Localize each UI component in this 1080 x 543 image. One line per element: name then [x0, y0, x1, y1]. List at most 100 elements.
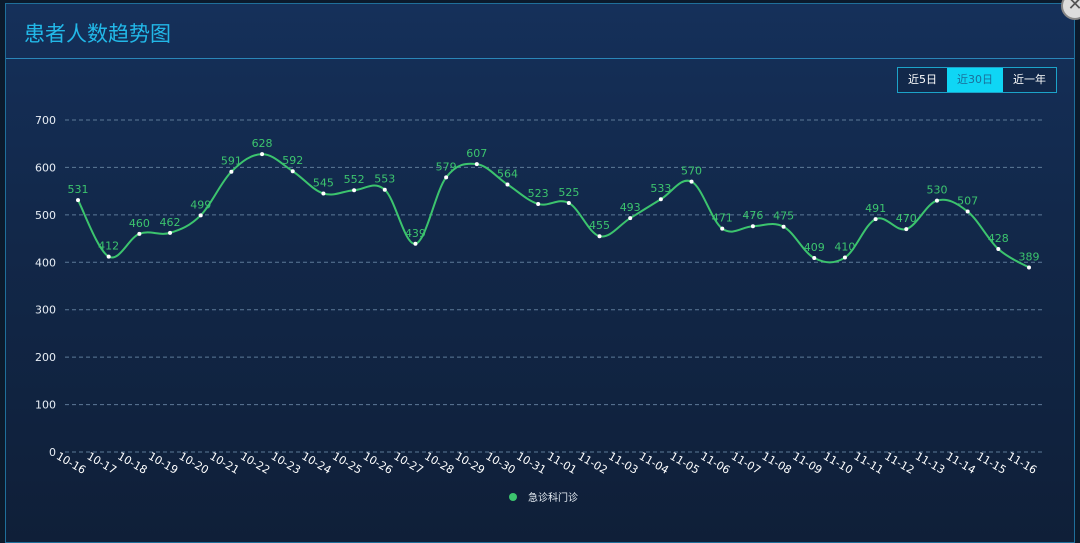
x-tick-label: 10-29: [453, 450, 487, 477]
data-label: 545: [313, 177, 334, 190]
range-button-5d[interactable]: 近5日: [898, 68, 947, 92]
data-label: 570: [681, 165, 702, 178]
data-label: 564: [497, 168, 518, 181]
data-point: [781, 224, 786, 229]
data-point: [566, 201, 571, 205]
data-label: 553: [374, 173, 395, 186]
data-point: [76, 198, 80, 203]
data-point: [965, 209, 970, 214]
x-tick-label: 11-04: [637, 450, 671, 477]
data-point: [260, 152, 265, 157]
data-point: [536, 201, 541, 206]
x-tick-label: 10-19: [146, 450, 180, 477]
x-tick-label: 10-25: [330, 450, 364, 477]
data-point: [658, 197, 663, 202]
data-label: 428: [988, 232, 1009, 245]
data-label: 591: [221, 155, 242, 168]
legend-marker: [509, 493, 517, 501]
data-point: [934, 198, 939, 203]
x-tick-label: 10-28: [422, 450, 456, 477]
y-tick-label: 700: [35, 114, 56, 127]
y-tick-label: 200: [35, 351, 56, 364]
data-point: [597, 234, 602, 239]
data-point: [413, 241, 418, 246]
y-tick-label: 600: [35, 161, 56, 174]
panel-header: [6, 4, 1074, 59]
data-point: [1027, 265, 1031, 270]
y-tick-label: 300: [35, 304, 56, 317]
data-label: 533: [650, 182, 671, 195]
x-tick-label: 11-01: [545, 450, 579, 477]
data-point: [106, 254, 111, 259]
page-title: 患者人数趋势图: [24, 22, 171, 46]
x-tick-label: 11-15: [974, 450, 1008, 477]
data-label: 552: [344, 173, 365, 186]
close-icon[interactable]: ✕: [1061, 0, 1080, 20]
data-label: 476: [742, 209, 763, 222]
data-point: [382, 187, 387, 192]
data-point: [873, 217, 878, 222]
x-tick-label: 10-21: [207, 450, 241, 477]
range-button-30d[interactable]: 近30日: [947, 68, 1003, 92]
x-tick-label: 11-12: [882, 450, 916, 477]
legend-label: 急诊科门诊: [528, 491, 578, 504]
x-tick-label: 10-22: [238, 450, 272, 477]
x-tick-label: 10-27: [391, 450, 425, 477]
data-label: 579: [436, 160, 457, 173]
x-tick-label: 10-17: [85, 450, 119, 477]
data-point: [321, 191, 326, 196]
data-point: [352, 188, 357, 193]
x-tick-label: 11-03: [606, 450, 640, 477]
data-point: [904, 227, 909, 232]
x-tick-label: 10-16: [54, 450, 88, 477]
data-label: 531: [68, 183, 89, 196]
data-point: [812, 256, 817, 261]
x-tick-label: 11-14: [944, 450, 978, 477]
y-tick-label: 0: [49, 446, 56, 459]
data-label: 493: [620, 201, 641, 214]
data-point: [168, 230, 173, 235]
data-point: [505, 182, 510, 187]
y-tick-label: 100: [35, 399, 56, 412]
x-tick-label: 11-10: [821, 450, 855, 477]
data-label: 491: [865, 202, 886, 215]
x-tick-label: 10-20: [177, 450, 211, 477]
x-tick-label: 10-31: [514, 450, 548, 477]
data-point: [720, 226, 725, 231]
data-label: 412: [98, 240, 119, 253]
data-point: [628, 216, 633, 221]
x-tick-label: 11-16: [1005, 450, 1039, 477]
x-tick-label: 10-26: [361, 450, 395, 477]
x-tick-label: 11-11: [852, 450, 886, 477]
x-tick-label: 10-30: [483, 450, 517, 477]
x-tick-label: 11-13: [913, 450, 947, 477]
x-tick-label: 10-18: [115, 450, 149, 477]
data-label: 530: [926, 184, 947, 197]
data-label: 507: [957, 195, 978, 208]
data-label: 460: [129, 217, 150, 230]
x-tick-label: 10-23: [269, 450, 303, 477]
data-label: 410: [834, 241, 855, 254]
data-label: 409: [804, 241, 825, 254]
data-point: [474, 162, 479, 167]
series-line: [77, 153, 1030, 269]
data-point: [444, 175, 449, 180]
data-point: [137, 231, 142, 236]
data-label: 462: [160, 216, 181, 229]
x-tick-label: 11-05: [667, 450, 701, 477]
data-label: 592: [282, 154, 303, 167]
data-label: 455: [589, 219, 610, 232]
data-label: 439: [405, 227, 426, 240]
x-tick-label: 11-09: [790, 450, 824, 477]
x-tick-label: 11-06: [698, 450, 732, 477]
data-label: 470: [896, 212, 917, 225]
x-tick-label: 11-07: [729, 450, 763, 477]
y-tick-label: 500: [35, 209, 56, 222]
x-tick-label: 11-08: [760, 450, 794, 477]
range-toggle: 近5日 近30日 近一年: [897, 67, 1057, 93]
data-point: [842, 255, 847, 260]
data-label: 607: [466, 147, 487, 160]
range-button-year[interactable]: 近一年: [1003, 68, 1056, 92]
data-point: [996, 247, 1001, 252]
